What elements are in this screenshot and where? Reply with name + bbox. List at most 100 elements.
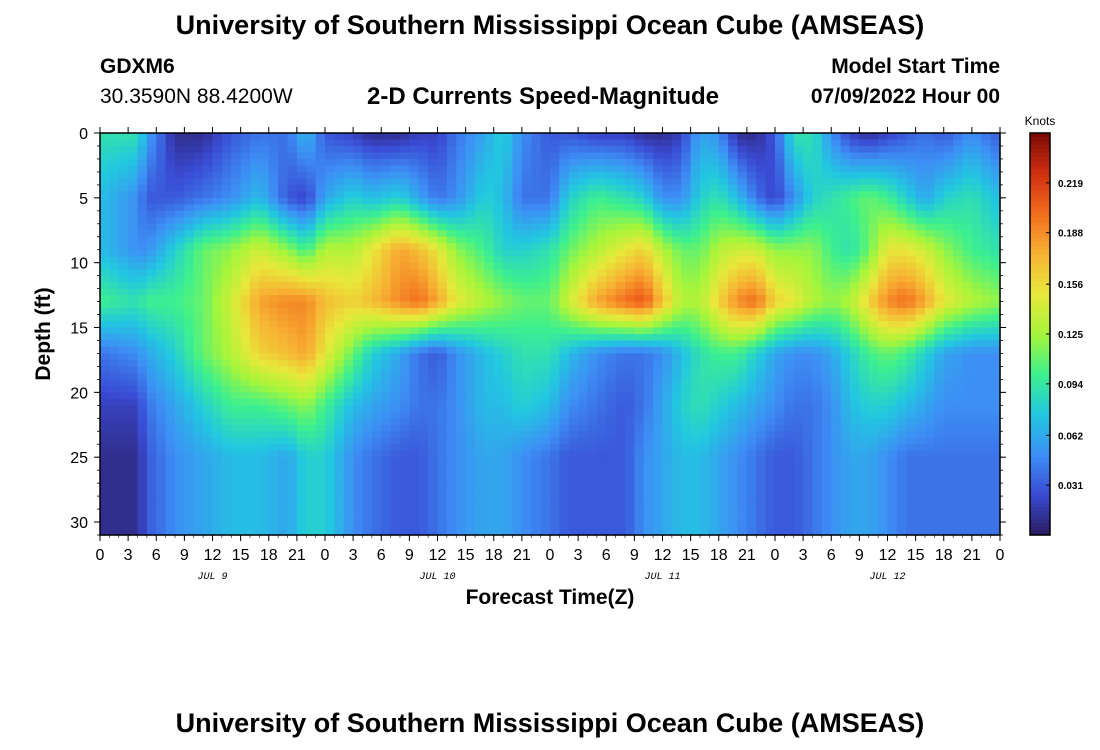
heatmap-cell (784, 210, 795, 218)
heatmap-cell (381, 269, 392, 277)
heatmap-cell (662, 249, 673, 257)
heatmap-cell (128, 340, 139, 348)
heatmap-cell (250, 385, 260, 393)
heatmap-cell (165, 392, 176, 400)
heatmap-cell (756, 379, 767, 387)
heatmap-cell (325, 165, 335, 173)
heatmap-cell (325, 204, 335, 212)
heatmap-cell (100, 171, 110, 179)
heatmap-cell (709, 431, 720, 439)
heatmap-cell (465, 249, 476, 257)
heatmap-cell (268, 321, 279, 329)
heatmap-cell (775, 346, 785, 355)
heatmap-cell (925, 184, 935, 192)
heatmap-cell (409, 288, 420, 296)
heatmap-cell (671, 165, 682, 173)
heatmap-cell (718, 249, 729, 257)
heatmap-cell (746, 256, 757, 264)
heatmap-cell (868, 405, 879, 413)
heatmap-cell (775, 210, 785, 218)
heatmap-cell (596, 197, 607, 205)
heatmap-cell (625, 204, 635, 212)
heatmap-cell (250, 158, 260, 167)
heatmap-cell (606, 444, 617, 452)
heatmap-cell (390, 230, 401, 238)
heatmap-cell (446, 359, 457, 368)
heatmap-cell (268, 334, 279, 342)
heatmap-cell (325, 340, 335, 348)
heatmap-cell (465, 353, 476, 361)
heatmap-cell (390, 314, 401, 322)
heatmap-cell (362, 385, 373, 393)
heatmap-cell (615, 359, 626, 368)
heatmap-cell (175, 327, 185, 335)
heatmap-cell (128, 236, 139, 244)
heatmap-cell (803, 431, 814, 439)
heatmap-cell (512, 457, 523, 465)
heatmap-cell (971, 450, 982, 458)
heatmap-cell (296, 411, 307, 419)
heatmap-cell (118, 295, 129, 303)
heatmap-cell (100, 282, 110, 290)
heatmap-cell (906, 450, 917, 458)
heatmap-cell (596, 217, 607, 225)
heatmap-cell (765, 184, 776, 192)
heatmap-cell (146, 385, 157, 393)
heatmap-cell (859, 178, 870, 186)
heatmap-cell (896, 262, 907, 270)
heatmap-cell (550, 334, 560, 342)
heatmap-cell (859, 145, 870, 154)
heatmap-cell (503, 372, 514, 380)
heatmap-cell (259, 165, 270, 173)
heatmap-cell (362, 139, 373, 147)
heatmap-cell (934, 424, 945, 432)
heatmap-cell (746, 385, 757, 393)
heatmap-cell (887, 385, 898, 393)
heatmap-cell (821, 256, 832, 264)
heatmap-cell (793, 217, 804, 225)
heatmap-cell (568, 269, 579, 277)
heatmap-cell (278, 139, 289, 147)
heatmap-cell (456, 217, 467, 225)
heatmap-cell (615, 178, 626, 186)
heatmap-cell (165, 457, 176, 465)
heatmap-cell (821, 334, 832, 342)
model-start-label: Model Start Time (831, 55, 1000, 78)
heatmap-cell (493, 223, 504, 231)
heatmap-cell (615, 405, 626, 413)
heatmap-cell (934, 321, 945, 329)
heatmap-cell (193, 463, 204, 471)
heatmap-cell (175, 405, 185, 413)
heatmap-cell (156, 463, 167, 471)
heatmap-cell (446, 223, 457, 231)
heatmap-cell (146, 178, 157, 186)
heatmap-cell (934, 191, 945, 199)
heatmap-cell (925, 269, 935, 277)
heatmap-cell (343, 243, 354, 251)
heatmap-cell (587, 145, 598, 154)
heatmap-cell (221, 217, 232, 225)
heatmap-cell (812, 418, 823, 426)
heatmap-cell (578, 321, 589, 329)
heatmap-cell (259, 133, 270, 141)
heatmap-cell (681, 340, 692, 348)
heatmap-cell (381, 275, 392, 283)
heatmap-cell (109, 191, 120, 199)
heatmap-cell (475, 184, 485, 192)
heatmap-cell (306, 353, 317, 361)
heatmap-cell (371, 288, 382, 296)
heatmap-cell (878, 359, 889, 368)
heatmap-cell (821, 133, 832, 141)
heatmap-cell (784, 262, 795, 270)
heatmap-cell (850, 392, 860, 400)
heatmap-cell (868, 152, 879, 160)
heatmap-cell (371, 398, 382, 406)
heatmap-cell (896, 249, 907, 257)
heatmap-cell (596, 295, 607, 303)
heatmap-cell (437, 353, 448, 361)
heatmap-cell (634, 366, 645, 374)
heatmap-cell (156, 398, 167, 406)
heatmap-cell (137, 450, 148, 458)
heatmap-cell (465, 398, 476, 406)
heatmap-cell (671, 385, 682, 393)
